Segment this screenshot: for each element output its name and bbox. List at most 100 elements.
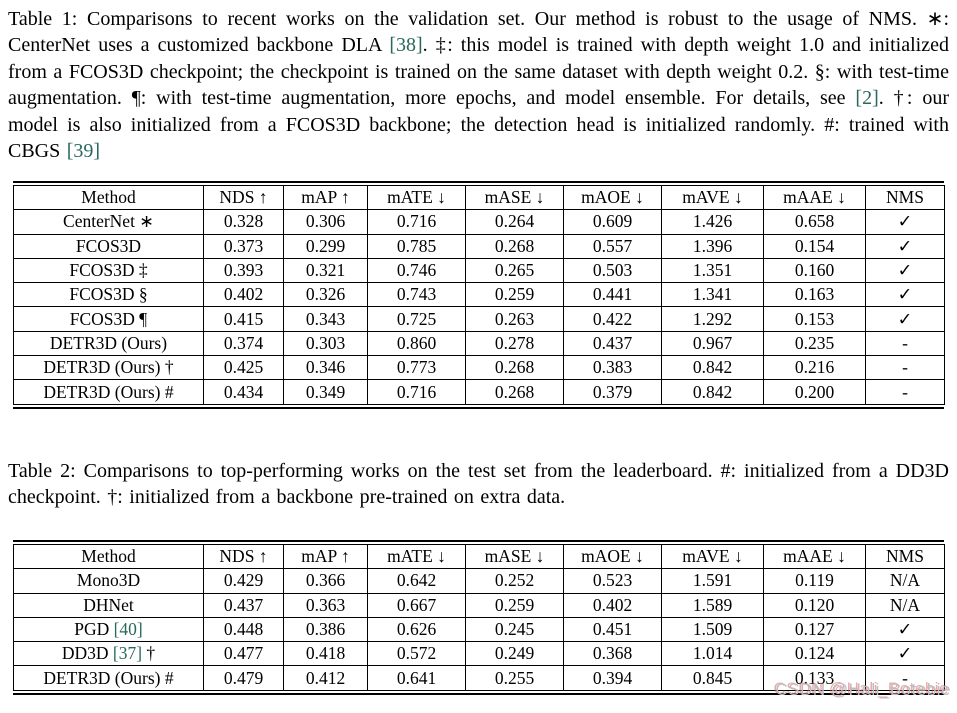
value-cell: 0.523 — [563, 568, 662, 594]
value-cell: - — [865, 330, 945, 357]
citation-link[interactable]: [38] — [389, 34, 423, 57]
value-cell: 0.326 — [283, 282, 368, 308]
value-cell: 0.268 — [465, 233, 564, 259]
value-cell: N/A — [865, 592, 945, 618]
column-header: Method — [13, 184, 204, 211]
method-cell: FCOS3D — [13, 233, 204, 259]
value-cell: 0.154 — [763, 233, 866, 259]
value-cell: 0.393 — [203, 257, 284, 284]
method-cell: FCOS3D § — [13, 282, 204, 308]
value-cell: 1.351 — [661, 257, 764, 284]
header-row: Method NDS ↑ mAP ↑ mATE ↓ mASE ↓ mAOE ↓ mAVE ↓… — [13, 543, 945, 570]
value-cell: 0.773 — [367, 355, 466, 381]
value-cell: 0.119 — [763, 568, 866, 594]
column-header: NDS ↑ — [203, 543, 284, 570]
value-cell: 0.641 — [367, 665, 466, 691]
method-cell: DD3D [37] † — [13, 641, 204, 667]
value-cell: 0.402 — [563, 592, 662, 618]
table-row: FCOS3D § 0.402 0.326 0.743 0.259 0.441 1.341 0.… — [13, 282, 945, 308]
table-row: DETR3D (Ours) † 0.425 0.346 0.773 0.268 0.383… — [13, 355, 945, 381]
value-cell: 0.235 — [763, 330, 866, 357]
column-header: mAP ↑ — [283, 184, 368, 211]
citation-link[interactable]: [39] — [66, 140, 101, 163]
table2-testset-comparison: Method NDS ↑ mAP ↑ mATE ↓ mASE ↓ mAOE ↓ mAVE ↓… — [13, 540, 945, 695]
value-cell: 0.386 — [283, 616, 368, 643]
value-cell: 0.306 — [283, 209, 368, 235]
value-cell: ✓ — [865, 257, 945, 284]
value-cell: 0.860 — [367, 330, 466, 357]
value-cell: 0.429 — [203, 568, 284, 594]
header-row: Method NDS ↑ mAP ↑ mATE ↓ mASE ↓ mAOE ↓ mAVE ↓… — [13, 184, 945, 211]
value-cell: 0.557 — [563, 233, 662, 259]
value-cell: 0.328 — [203, 209, 284, 235]
value-cell: 0.303 — [283, 330, 368, 357]
value-cell: 0.252 — [465, 568, 564, 594]
value-cell: 0.743 — [367, 282, 466, 308]
value-cell: 0.572 — [367, 641, 466, 667]
value-cell: 0.434 — [203, 379, 284, 405]
citation-link[interactable]: [37] — [112, 643, 143, 664]
testset-results-table: Method NDS ↑ mAP ↑ mATE ↓ mASE ↓ mAOE ↓ mAVE ↓… — [13, 543, 945, 691]
method-cell: DHNet — [13, 592, 204, 618]
table-row: DD3D [37] † 0.477 0.418 0.572 0.249 0.368 1.01… — [13, 641, 945, 667]
value-cell: 1.292 — [661, 306, 764, 332]
table-row: Mono3D 0.429 0.366 0.642 0.252 0.523 1.591 0.11… — [13, 568, 945, 594]
value-cell: 1.426 — [661, 209, 764, 235]
method-cell: FCOS3D ¶ — [13, 306, 204, 332]
value-cell: 0.842 — [661, 355, 764, 381]
value-cell: 0.716 — [367, 379, 466, 405]
value-cell: 0.967 — [661, 330, 764, 357]
value-cell: 0.368 — [563, 641, 662, 667]
table-row: DHNet 0.437 0.363 0.667 0.259 0.402 1.589 0.120… — [13, 592, 945, 618]
value-cell: - — [865, 379, 945, 405]
value-cell: 0.374 — [203, 330, 284, 357]
value-cell: 0.402 — [203, 282, 284, 308]
value-cell: ✓ — [865, 306, 945, 332]
value-cell: 0.127 — [763, 616, 866, 643]
value-cell: ✓ — [865, 233, 945, 259]
method-cell: DETR3D (Ours) # — [13, 665, 204, 691]
value-cell: - — [865, 665, 945, 691]
text-run: . †: our model is also initialized from … — [8, 87, 949, 163]
value-cell: 0.268 — [465, 355, 564, 381]
value-cell: ✓ — [865, 616, 945, 643]
value-cell: ✓ — [865, 641, 945, 667]
value-cell: 0.746 — [367, 257, 466, 284]
value-cell: 0.448 — [203, 616, 284, 643]
column-header: mAOE ↓ — [563, 543, 662, 570]
column-header: mAAE ↓ — [763, 543, 866, 570]
value-cell: 0.255 — [465, 665, 564, 691]
column-header: mAVE ↓ — [661, 543, 764, 570]
value-cell: 0.278 — [465, 330, 564, 357]
value-cell: 0.437 — [203, 592, 284, 618]
value-cell: 0.477 — [203, 641, 284, 667]
value-cell: 0.268 — [465, 379, 564, 405]
value-cell: 0.415 — [203, 306, 284, 332]
citation-link[interactable]: [40] — [113, 619, 143, 640]
value-cell: 0.343 — [283, 306, 368, 332]
value-cell: ✓ — [865, 282, 945, 308]
value-cell: 0.667 — [367, 592, 466, 618]
value-cell: 0.245 — [465, 616, 564, 643]
value-cell: 0.259 — [465, 592, 564, 618]
value-cell: 0.785 — [367, 233, 466, 259]
value-cell: 0.437 — [563, 330, 662, 357]
value-cell: 0.845 — [661, 665, 764, 691]
value-cell: 0.412 — [283, 665, 368, 691]
text-run: PGD — [74, 619, 114, 640]
citation-link[interactable]: [2] — [855, 87, 879, 110]
value-cell: 0.658 — [763, 209, 866, 235]
column-header: mAOE ↓ — [563, 184, 662, 211]
method-cell: DETR3D (Ours) † — [13, 355, 204, 381]
table1-caption: Table 1: Comparisons to recent works on … — [8, 6, 949, 164]
value-cell: - — [865, 355, 945, 381]
column-header: NMS — [865, 184, 945, 211]
table-row: FCOS3D ‡ 0.393 0.321 0.746 0.265 0.503 1.351 0.… — [13, 257, 945, 284]
value-cell: 0.441 — [563, 282, 662, 308]
method-cell: DETR3D (Ours) — [13, 330, 204, 357]
table2-caption: Table 2: Comparisons to top-performing w… — [8, 458, 949, 511]
column-header: mATE ↓ — [367, 184, 466, 211]
value-cell: 0.249 — [465, 641, 564, 667]
method-cell: DETR3D (Ours) # — [13, 379, 204, 405]
